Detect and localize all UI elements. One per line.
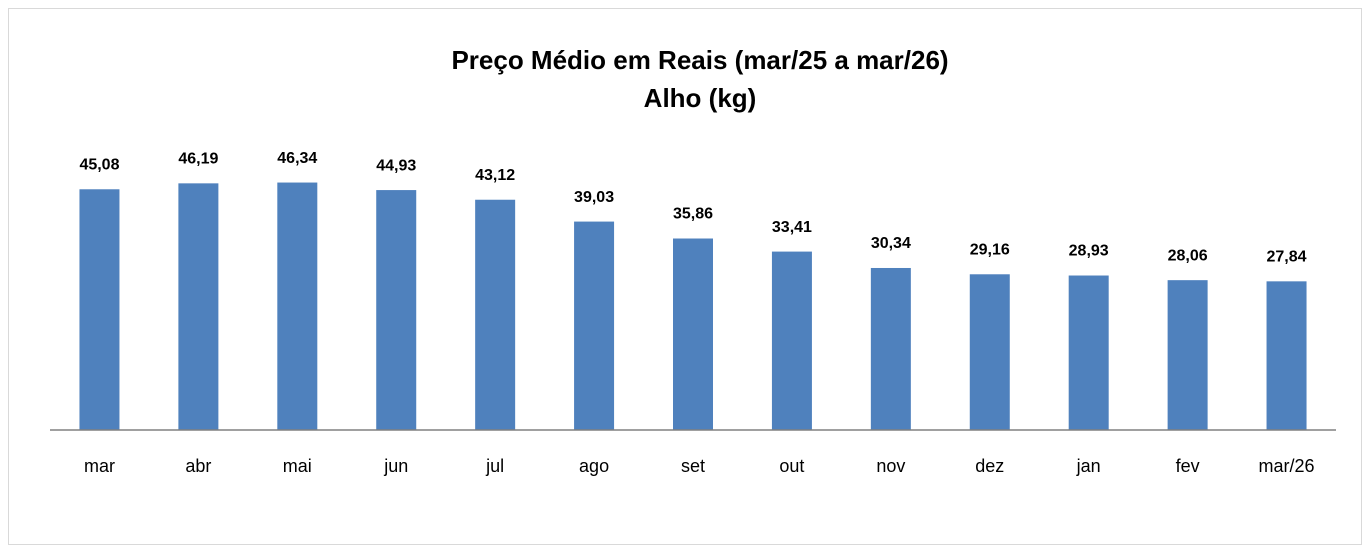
bar xyxy=(574,221,615,430)
bar xyxy=(1068,275,1109,430)
value-label: 46,34 xyxy=(277,150,317,167)
value-label: 28,06 xyxy=(1168,247,1208,264)
value-label: 44,93 xyxy=(376,157,416,174)
value-label: 29,16 xyxy=(970,242,1010,259)
bar xyxy=(969,274,1010,430)
bar xyxy=(870,267,911,430)
value-label: 33,41 xyxy=(772,219,812,236)
bar xyxy=(673,238,713,430)
x-tick-label: ago xyxy=(579,456,609,476)
bar xyxy=(1167,280,1208,430)
value-label: 30,34 xyxy=(871,235,911,252)
value-label: 43,12 xyxy=(475,167,515,184)
x-tick-label: jun xyxy=(383,456,408,476)
x-tick-label: abr xyxy=(185,456,211,476)
chart-title: Preço Médio em Reais (mar/25 a mar/26) xyxy=(451,45,948,75)
x-tick-label: mai xyxy=(283,456,312,476)
bar xyxy=(1266,281,1307,430)
x-tick-label: mar xyxy=(84,456,115,476)
bar xyxy=(771,251,812,430)
x-tick-label: out xyxy=(779,456,804,476)
x-tick-label: set xyxy=(681,456,705,476)
value-label: 27,84 xyxy=(1267,249,1307,266)
bar xyxy=(376,190,417,430)
value-label: 45,08 xyxy=(79,156,119,173)
bar xyxy=(277,182,318,430)
x-tick-label: jan xyxy=(1076,456,1101,476)
chart-subtitle: Alho (kg) xyxy=(644,83,757,113)
value-label: 39,03 xyxy=(574,189,614,206)
value-label: 28,93 xyxy=(1069,243,1109,260)
x-tick-label: jul xyxy=(485,456,504,476)
bar xyxy=(178,183,219,430)
value-label: 35,86 xyxy=(673,206,713,223)
value-label: 46,19 xyxy=(178,151,218,168)
x-tick-label: dez xyxy=(975,456,1004,476)
x-tick-label: fev xyxy=(1176,456,1200,476)
bar xyxy=(79,189,120,430)
bar xyxy=(475,199,516,430)
x-tick-label: nov xyxy=(876,456,905,476)
x-tick-label: mar/26 xyxy=(1259,456,1315,476)
